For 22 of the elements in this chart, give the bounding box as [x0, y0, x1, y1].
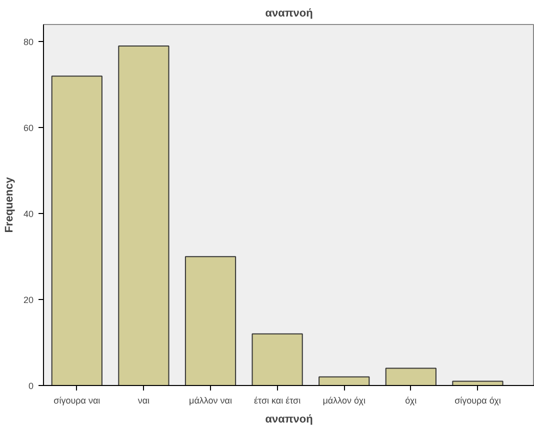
x-tick-label: μάλλον όχι [322, 396, 366, 406]
x-tick-label: όχι [405, 396, 417, 406]
y-axis-title: Frequency [3, 176, 16, 233]
y-tick-label: 0 [28, 381, 34, 391]
bar [118, 45, 170, 386]
x-tick-label: έτσι και έτσι [254, 396, 301, 406]
chart-title: αναπνοή [265, 8, 314, 20]
bar [452, 380, 504, 386]
bar [51, 76, 102, 386]
y-tick-label: 20 [23, 295, 34, 306]
y-tick-label: 60 [23, 123, 34, 134]
bar [252, 333, 303, 386]
bar [385, 368, 436, 386]
x-axis-title: αναπνοή [265, 414, 314, 426]
bar [184, 256, 236, 386]
y-tick-label: 80 [23, 37, 34, 48]
y-tick-label: 40 [23, 209, 34, 220]
x-tick-label: μάλλον ναι [189, 396, 232, 406]
x-tick-label: ναι [138, 396, 150, 406]
bar [318, 376, 370, 386]
x-tick-label: σίγουρα όχι [454, 396, 501, 406]
x-tick-label: σίγουρα ναι [54, 396, 100, 406]
